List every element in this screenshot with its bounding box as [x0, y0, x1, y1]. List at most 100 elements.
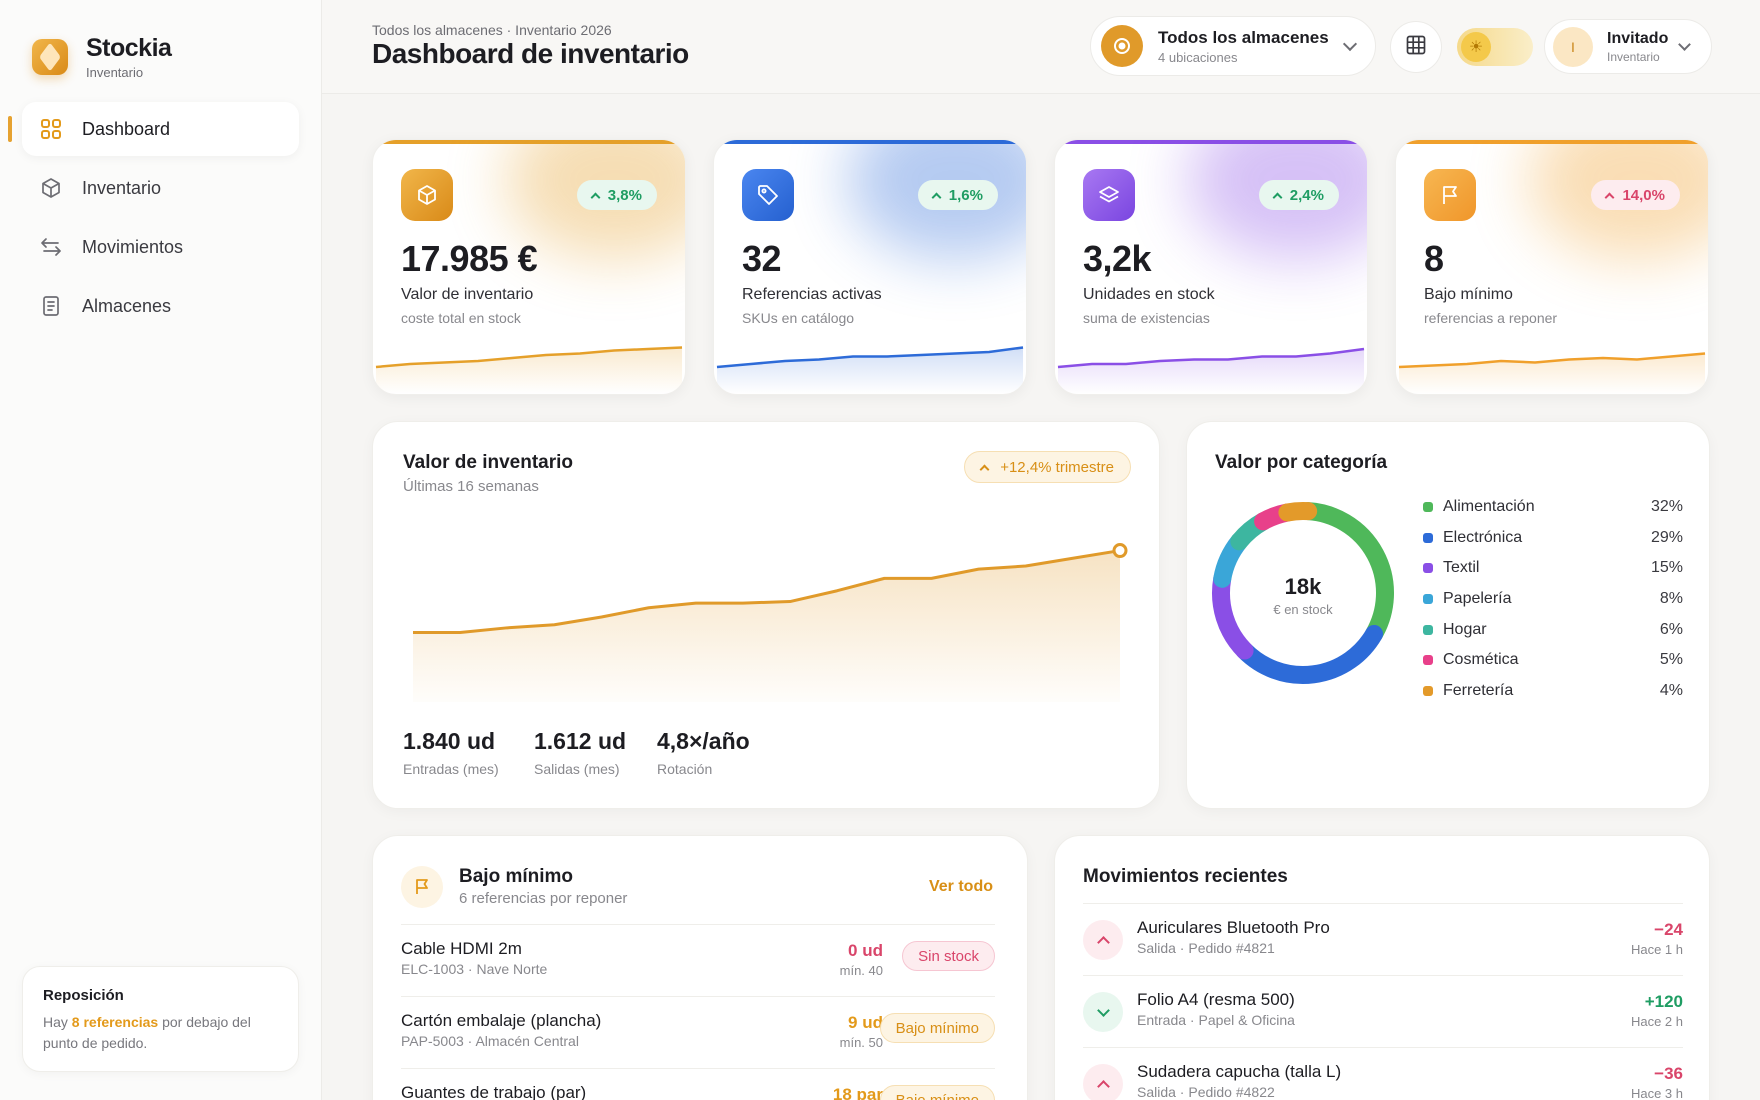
kpi-change-badge: 3,8%: [576, 180, 657, 210]
movement-item-name: Sudadera capucha (talla L): [1137, 1062, 1342, 1081]
kpi-label: Unidades en stock: [1083, 286, 1215, 303]
kpi-value: 17.985 €: [401, 238, 538, 279]
table-row[interactable]: Cable HDMI 2m ELC-1003 · Nave Norte 0 ud…: [401, 924, 995, 996]
top-header: Todos los almacenes · Inventario 2026 Da…: [322, 0, 1760, 94]
logo-icon: [32, 39, 68, 75]
donut-slice[interactable]: [1278, 502, 1318, 522]
kpi-sparkline: [1398, 352, 1706, 394]
sidebar-item-label: Inventario: [82, 177, 162, 198]
kpi-card[interactable]: 2,4% 3,2k Unidades en stock suma de exis…: [1054, 139, 1368, 395]
item-name: Cable HDMI 2m: [401, 939, 522, 958]
kpi-card[interactable]: 3,8% 17.985 € Valor de inventario coste …: [372, 139, 686, 395]
item-minimum: mín. 40: [839, 963, 883, 978]
list-item[interactable]: Auriculares Bluetooth Pro Salida · Pedid…: [1083, 903, 1683, 975]
legend-swatch: [1423, 685, 1433, 696]
stat-label: Entradas (mes): [403, 761, 499, 777]
movement-time: Hace 3 h: [1630, 1086, 1683, 1100]
list-item[interactable]: Sudadera capucha (talla L) Salida · Pedi…: [1083, 1047, 1683, 1100]
apps-grid-button[interactable]: [1390, 21, 1442, 73]
list-item[interactable]: Folio A4 (resma 500) Entrada · Papel & O…: [1083, 975, 1683, 1047]
movement-detail: Entrada · Papel & Oficina: [1137, 1012, 1295, 1028]
stat-value: 4,8×/año: [657, 728, 750, 754]
status-badge: Bajo mínimo: [879, 1013, 995, 1043]
breadcrumb: Todos los almacenes · Inventario 2026: [372, 22, 612, 38]
movement-time: Hace 2 h: [1630, 1014, 1683, 1029]
table-row[interactable]: Cartón embalaje (plancha) PAP-5003 · Alm…: [401, 996, 995, 1068]
stat-entradas: 1.840 ud Entradas (mes): [403, 728, 499, 777]
warehouse-selector[interactable]: Todos los almacenes 4 ubicaciones: [1090, 16, 1376, 76]
warehouse-title: Todos los almacenes: [1158, 27, 1329, 47]
flag-icon: [1424, 169, 1476, 221]
legend-percent: 5%: [1659, 651, 1683, 669]
stat-value: 1.840 ud: [403, 728, 496, 754]
reposicion-highlight[interactable]: 8 referencias: [71, 1014, 159, 1030]
kpi-sublabel: referencias a reponer: [1424, 310, 1558, 326]
arrows-swap-icon: [40, 236, 62, 258]
status-badge: Bajo mínimo: [879, 1085, 995, 1100]
target-icon: [1101, 25, 1143, 67]
inventory-value-chart[interactable]: [373, 512, 1161, 712]
legend-label: Ferretería: [1443, 681, 1514, 699]
legend-swatch: [1423, 624, 1433, 635]
see-all-link[interactable]: Ver todo: [928, 878, 993, 895]
sidebar-item-dashboard[interactable]: Dashboard: [8, 102, 299, 156]
user-role: Inventario: [1607, 49, 1660, 64]
panel-subtitle: Últimas 16 semanas: [403, 478, 539, 495]
theme-toggle[interactable]: ☀: [1457, 28, 1533, 66]
donut-center-value: 18k: [1284, 574, 1322, 599]
reposicion-title: Reposición: [43, 987, 124, 1004]
dashboard-grid-icon: [40, 118, 62, 140]
legend-item[interactable]: Cosmética 5%: [1423, 645, 1683, 676]
stat-value: 1.612 ud: [534, 728, 627, 754]
legend-percent: 8%: [1659, 590, 1683, 608]
kpi-label: Referencias activas: [742, 286, 882, 303]
donut-center: 18k € en stock: [1233, 574, 1373, 617]
legend-percent: 15%: [1650, 559, 1683, 577]
box-icon: [40, 177, 62, 199]
arrow-up-icon: [979, 464, 990, 474]
chart-point[interactable]: [1112, 543, 1128, 559]
grid-icon: [1406, 35, 1426, 60]
brand[interactable]: Stockia Inventario: [32, 34, 172, 80]
stat-rotacion: 4,8×/año Rotación: [657, 728, 750, 777]
sidebar-item-almacenes[interactable]: Almacenes: [22, 279, 299, 333]
reposicion-card[interactable]: Reposición Hay 8 referencias por debajo …: [22, 966, 299, 1072]
legend-item[interactable]: Hogar 6%: [1423, 614, 1683, 645]
kpi-card[interactable]: 14,0% 8 Bajo mínimo referencias a repone…: [1395, 139, 1709, 395]
category-donut-chart[interactable]: [1203, 493, 1403, 693]
legend-item[interactable]: Ferretería 4%: [1423, 676, 1683, 707]
sparkline-line: [1398, 352, 1706, 369]
layers-icon: [1083, 169, 1135, 221]
kpi-card[interactable]: 1,6% 32 Referencias activas SKUs en catá…: [713, 139, 1027, 395]
trend-badge: +12,4% trimestre: [964, 451, 1131, 483]
kpi-accent-bar: [1055, 140, 1367, 144]
item-quantity: 0 ud: [848, 941, 883, 960]
warehouse-subtitle: 4 ubicaciones: [1158, 49, 1238, 65]
chart-series-line: [413, 549, 1121, 634]
panel-title: Movimientos recientes: [1083, 866, 1288, 887]
stat-salidas: 1.612 ud Salidas (mes): [534, 728, 626, 777]
arrow-up-icon: [931, 192, 942, 202]
legend-item[interactable]: Textil 15%: [1423, 553, 1683, 584]
sidebar-item-inventario[interactable]: Inventario: [22, 161, 299, 215]
legend-label: Cosmética: [1443, 651, 1519, 669]
panel-subtitle: 6 referencias por reponer: [459, 890, 628, 907]
legend-item[interactable]: Electrónica 29%: [1423, 523, 1683, 554]
sidebar-item-label: Almacenes: [82, 295, 172, 316]
legend-percent: 6%: [1659, 620, 1683, 638]
donut-slice[interactable]: [1299, 502, 1394, 643]
sidebar-item-movimientos[interactable]: Movimientos: [22, 220, 299, 274]
panel-title: Valor de inventario: [403, 452, 573, 473]
movement-quantity: +120: [1644, 992, 1683, 1011]
table-row[interactable]: Guantes de trabajo (par) 18 par Bajo mín…: [401, 1068, 995, 1100]
user-menu[interactable]: I Invitado Inventario: [1544, 19, 1712, 74]
chevron-down-icon: [1678, 38, 1691, 51]
legend-item[interactable]: Alimentación 32%: [1423, 492, 1683, 523]
arrow-up-icon: [1605, 192, 1615, 202]
kpi-sublabel: suma de existencias: [1083, 310, 1210, 326]
stat-label: Salidas (mes): [534, 761, 620, 777]
donut-slice[interactable]: [1235, 624, 1384, 684]
donut-center-label: € en stock: [1273, 602, 1333, 617]
legend-percent: 4%: [1659, 681, 1683, 699]
legend-item[interactable]: Papelería 8%: [1423, 584, 1683, 615]
